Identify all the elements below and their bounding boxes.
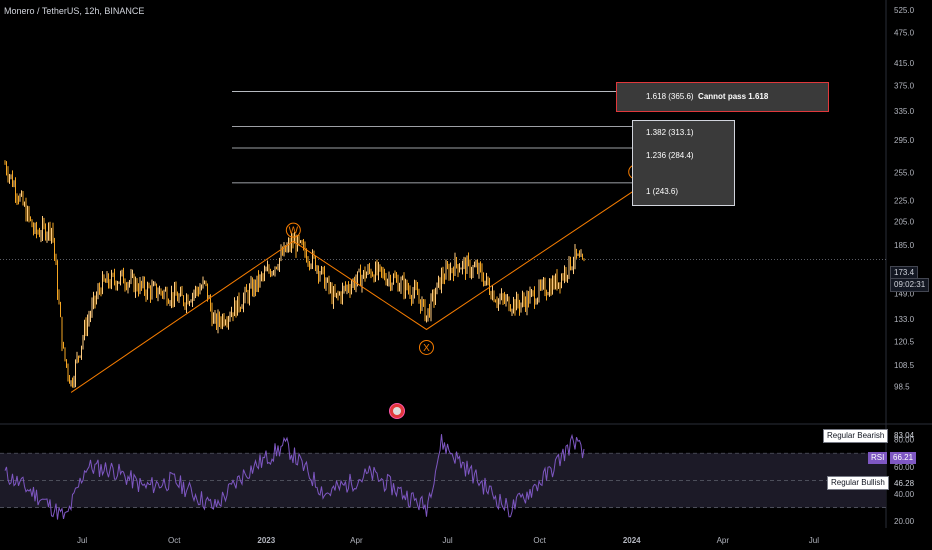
price-tick-0: 525.0 <box>894 6 915 15</box>
time-tick-1: Oct <box>168 536 181 545</box>
regular-bullish-label: Regular Bullish <box>827 476 889 490</box>
rsi-name-tag: RSI <box>868 452 888 464</box>
fib-level-1: 1 (243.6) <box>646 187 679 196</box>
fib-target-label: 1.618 (365.6) Cannot pass 1.618 <box>646 92 769 101</box>
wave-label-W-circle <box>285 222 301 238</box>
time-tick-0: Jul <box>77 536 87 545</box>
price-tick-8: 205.0 <box>894 218 915 227</box>
rsi-tick-0: 80.00 <box>894 436 915 445</box>
price-tick-13: 108.5 <box>894 361 915 370</box>
price-tick-6: 255.0 <box>894 169 915 178</box>
time-tick-3: Apr <box>350 536 363 545</box>
price-tick-3: 375.0 <box>894 82 915 91</box>
fib-target-box <box>616 82 829 112</box>
time-tick-5: Oct <box>533 536 546 545</box>
rsi-tick-3: 20.00 <box>894 517 915 526</box>
rsi-tick-2: 40.00 <box>894 490 915 499</box>
price-tick-2: 415.0 <box>894 59 915 68</box>
price-tick-9: 185.0 <box>894 241 915 250</box>
price-tick-7: 225.0 <box>894 197 915 206</box>
price-countdown-tag: 09:02:31 <box>890 278 930 292</box>
price-tick-10: 149.0 <box>894 290 915 299</box>
fib-level-1236: 1.236 (284.4) <box>646 151 694 160</box>
price-tick-5: 295.0 <box>894 136 915 145</box>
wave-path <box>70 185 642 393</box>
price-tick-14: 98.5 <box>894 383 910 392</box>
regular-bearish-value: 83.04 <box>894 431 915 440</box>
time-tick-4: Jul <box>442 536 452 545</box>
price-tick-1: 475.0 <box>894 29 915 38</box>
fib-level-1382: 1.382 (313.1) <box>646 128 694 137</box>
time-tick-6: 2024 <box>623 536 641 545</box>
rsi-value-tag: 66.21 <box>890 452 917 464</box>
chart-title: Monero / TetherUS, 12h, BINANCE <box>4 6 145 16</box>
fib-levels-box <box>632 120 735 206</box>
price-candles <box>4 160 585 388</box>
price-tick-4: 335.0 <box>894 107 915 116</box>
time-tick-7: Apr <box>717 536 730 545</box>
economic-event-flag-icon[interactable] <box>389 403 405 419</box>
regular-bullish-value: 46.28 <box>894 479 915 488</box>
regular-bearish-label: Regular Bearish <box>823 429 889 443</box>
time-tick-8: Jul <box>809 536 819 545</box>
wave-label-W: W <box>289 226 299 237</box>
price-tick-12: 120.5 <box>894 337 915 346</box>
rsi-tick-1: 60.00 <box>894 463 915 472</box>
rsi-line <box>4 433 585 520</box>
price-tick-11: 133.0 <box>894 315 915 324</box>
time-tick-2: 2023 <box>257 536 275 545</box>
wave-label-X-circle <box>418 339 434 355</box>
wave-label-X: X <box>423 343 430 354</box>
